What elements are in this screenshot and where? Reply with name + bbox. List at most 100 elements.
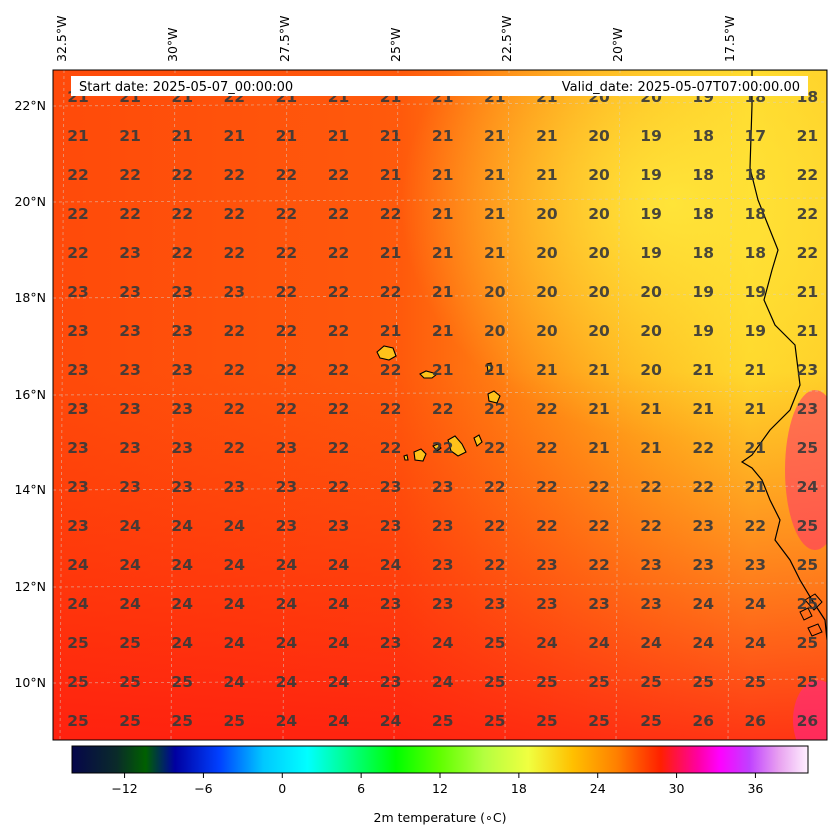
grid-value: 20 [588, 322, 610, 340]
grid-value: 26 [745, 712, 767, 730]
grid-value: 23 [67, 478, 89, 496]
grid-value: 22 [328, 283, 350, 301]
grid-value: 23 [640, 556, 662, 574]
grid-value: 23 [119, 439, 141, 457]
grid-value: 23 [484, 595, 506, 613]
grid-value: 23 [171, 400, 193, 418]
grid-value: 22 [692, 478, 714, 496]
grid-value: 24 [224, 556, 246, 574]
grid-value: 25 [432, 712, 454, 730]
grid-value: 23 [797, 361, 819, 379]
grid-value: 21 [588, 400, 610, 418]
grid-value: 23 [692, 517, 714, 535]
cape-verde-islands [376, 345, 501, 462]
grid-value: 25 [797, 439, 819, 457]
grid-value: 21 [692, 400, 714, 418]
grid-value: 21 [745, 361, 767, 379]
latitude-label: 16°N [14, 387, 46, 402]
grid-value: 25 [797, 517, 819, 535]
grid-value: 23 [224, 478, 246, 496]
colorbar-tick-label: 36 [747, 781, 763, 796]
grid-value: 24 [119, 556, 141, 574]
grid-value: 25 [797, 556, 819, 574]
grid-value: 21 [692, 361, 714, 379]
grid-value: 21 [797, 127, 819, 145]
grid-value: 24 [692, 595, 714, 613]
longitude-label: 17.5°W [722, 16, 737, 62]
grid-value: 21 [484, 166, 506, 184]
colorbar-tick-label: 30 [669, 781, 685, 796]
grid-value: 24 [119, 517, 141, 535]
grid-value: 22 [276, 244, 298, 262]
grid-value: 21 [588, 361, 610, 379]
grid-value: 19 [692, 322, 714, 340]
grid-value: 21 [484, 205, 506, 223]
grid-value: 22 [380, 439, 402, 457]
grid-value: 19 [640, 166, 662, 184]
grid-value: 25 [588, 673, 610, 691]
grid-value: 24 [119, 595, 141, 613]
grid-value: 23 [119, 400, 141, 418]
grid-value: 23 [67, 517, 89, 535]
latitude-label: 22°N [14, 98, 46, 113]
longitude-label: 30°W [165, 27, 180, 62]
grid-value: 21 [640, 400, 662, 418]
grid-value: 22 [224, 322, 246, 340]
grid-value: 22 [224, 400, 246, 418]
grid-value: 20 [536, 205, 558, 223]
grid-value: 18 [692, 166, 714, 184]
grid-value: 26 [797, 712, 819, 730]
grid-value: 23 [171, 361, 193, 379]
grid-value: 25 [797, 634, 819, 652]
grid-value: 23 [171, 439, 193, 457]
grid-value: 22 [224, 244, 246, 262]
grid-value: 25 [536, 712, 558, 730]
grid-value: 25 [119, 673, 141, 691]
grid-value: 20 [588, 244, 610, 262]
grid-value: 22 [484, 439, 506, 457]
grid-value: 24 [745, 595, 767, 613]
grid-value: 22 [328, 166, 350, 184]
grid-value: 21 [432, 166, 454, 184]
grid-value: 25 [67, 673, 89, 691]
grid-value: 22 [380, 283, 402, 301]
grid-value: 22 [328, 244, 350, 262]
grid-value: 24 [67, 595, 89, 613]
grid-value: 19 [692, 283, 714, 301]
date-banner [71, 76, 808, 96]
grid-value: 23 [67, 400, 89, 418]
grid-value: 23 [276, 517, 298, 535]
grid-value: 25 [484, 712, 506, 730]
grid-value: 22 [797, 166, 819, 184]
grid-value: 22 [588, 556, 610, 574]
grid-value: 22 [432, 439, 454, 457]
grid-value: 26 [692, 712, 714, 730]
grid-value: 22 [484, 478, 506, 496]
grid-value: 24 [745, 634, 767, 652]
grid-value: 22 [276, 400, 298, 418]
grid-value: 22 [380, 361, 402, 379]
grid-value: 25 [640, 712, 662, 730]
grid-value: 23 [67, 322, 89, 340]
grid-value: 22 [328, 439, 350, 457]
grid-value: 23 [67, 361, 89, 379]
longitude-label: 32.5°W [54, 16, 69, 62]
grid-value: 20 [536, 283, 558, 301]
grid-value: 24 [328, 556, 350, 574]
grid-value: 21 [588, 439, 610, 457]
grid-value: 23 [536, 556, 558, 574]
grid-value: 20 [484, 283, 506, 301]
grid-value: 21 [745, 478, 767, 496]
colorbar-tick-label: −6 [194, 781, 212, 796]
grid-value: 22 [640, 478, 662, 496]
grid-value: 22 [536, 517, 558, 535]
grid-value: 22 [67, 244, 89, 262]
grid-value: 19 [745, 283, 767, 301]
grid-value: 24 [692, 634, 714, 652]
grid-value: 24 [328, 595, 350, 613]
grid-value: 23 [432, 556, 454, 574]
grid-value: 19 [640, 127, 662, 145]
grid-value: 21 [536, 127, 558, 145]
grid-value: 24 [276, 556, 298, 574]
